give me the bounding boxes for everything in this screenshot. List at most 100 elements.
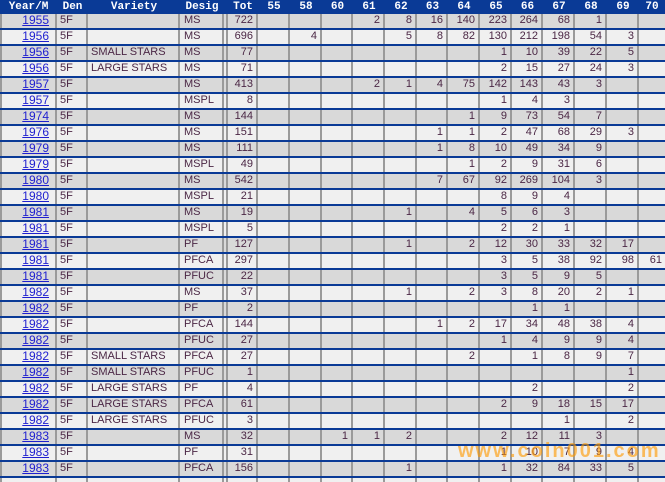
table-row: 1983 5F PF 31 1 10 7 9 4 — [0, 446, 665, 462]
desig-cell: MS — [180, 142, 224, 156]
variety-cell — [88, 318, 180, 332]
grade-64-cell: 82 — [448, 30, 480, 44]
grade-70-cell — [639, 222, 665, 236]
year-link[interactable]: 1980 — [22, 174, 49, 187]
grade-65-cell: 17 — [480, 318, 512, 332]
grade-55-cell — [258, 302, 290, 316]
grade-67-cell: 68 — [543, 14, 575, 28]
year-link[interactable]: 1982 — [22, 302, 49, 315]
den-cell: 5F — [57, 414, 88, 428]
grade-60-cell — [322, 126, 353, 140]
grade-64-cell — [448, 254, 480, 268]
grade-66-cell: 10 — [512, 46, 543, 60]
variety-cell — [88, 302, 180, 316]
year-link[interactable]: 1980 — [22, 190, 49, 203]
year-link[interactable]: 1957 — [22, 94, 49, 107]
year-link[interactable]: 1982 — [22, 382, 49, 395]
grade-70-cell — [639, 430, 665, 444]
year-cell: 1957 — [0, 94, 57, 108]
grade-64-cell: 75 — [448, 78, 480, 92]
variety-cell — [88, 174, 180, 188]
double-rule-gap — [224, 318, 228, 332]
grade-68-cell: 15 — [575, 398, 607, 412]
desig-cell: MS — [180, 14, 224, 28]
grade-61-cell — [353, 462, 385, 476]
year-link[interactable]: 1979 — [22, 142, 49, 155]
grade-64-cell — [448, 302, 480, 316]
double-rule-gap — [224, 158, 228, 172]
year-link[interactable]: 1956 — [22, 30, 49, 43]
grade-66-cell: 73 — [512, 110, 543, 124]
year-link[interactable]: 1981 — [22, 270, 49, 283]
den-cell: 5F — [57, 350, 88, 364]
year-link[interactable]: 1956 — [22, 62, 49, 75]
year-link[interactable]: 1981 — [22, 238, 49, 251]
grade-70-cell — [639, 158, 665, 172]
year-link[interactable]: 1957 — [22, 78, 49, 91]
year-link[interactable]: 1979 — [22, 158, 49, 171]
grade-64-cell — [448, 462, 480, 476]
grade-67-cell — [543, 366, 575, 380]
year-link[interactable]: 1982 — [22, 366, 49, 379]
year-link[interactable]: 1981 — [22, 222, 49, 235]
table-row: 1981 5F PFCA 297 3 5 38 92 98 61 — [0, 254, 665, 270]
year-link[interactable]: 1955 — [22, 14, 49, 27]
table-row: 1981 5F MS 19 1 4 5 6 3 — [0, 206, 665, 222]
clipped-cell — [57, 478, 88, 482]
grade-62-cell — [385, 382, 417, 396]
grade-61-cell — [353, 30, 385, 44]
grade-62-cell: 1 — [385, 78, 417, 92]
grade-60-cell — [322, 222, 353, 236]
year-link[interactable]: 1982 — [22, 318, 49, 331]
grade-58-cell — [290, 142, 322, 156]
year-link[interactable]: 1981 — [22, 254, 49, 267]
grade-65-cell — [480, 366, 512, 380]
grade-58-cell — [290, 430, 322, 444]
variety-cell: LARGE STARS — [88, 62, 180, 76]
grade-66-cell — [512, 366, 543, 380]
den-cell: 5F — [57, 78, 88, 92]
variety-cell — [88, 78, 180, 92]
year-link[interactable]: 1983 — [22, 430, 49, 443]
grade-63-cell — [417, 398, 448, 412]
den-cell: 5F — [57, 334, 88, 348]
grade-62-cell — [385, 302, 417, 316]
grade-58-cell — [290, 366, 322, 380]
grade-61-cell — [353, 366, 385, 380]
year-link[interactable]: 1956 — [22, 46, 49, 59]
table-row: 1982 5F MS 37 1 2 3 8 20 2 1 — [0, 286, 665, 302]
year-link[interactable]: 1976 — [22, 126, 49, 139]
desig-cell: MSPL — [180, 190, 224, 204]
grade-55-cell — [258, 462, 290, 476]
year-cell: 1956 — [0, 62, 57, 76]
grade-61-cell — [353, 158, 385, 172]
year-link[interactable]: 1982 — [22, 286, 49, 299]
year-link[interactable]: 1983 — [22, 446, 49, 459]
grade-62-cell — [385, 94, 417, 108]
grade-64-cell: 2 — [448, 350, 480, 364]
year-link[interactable]: 1982 — [22, 398, 49, 411]
header-cell-60: 60 — [330, 1, 345, 13]
grade-55-cell — [258, 158, 290, 172]
year-link[interactable]: 1974 — [22, 110, 49, 123]
grade-64-cell: 1 — [448, 110, 480, 124]
tot-cell: 37 — [228, 286, 258, 300]
grade-70-cell — [639, 462, 665, 476]
grade-61-cell — [353, 126, 385, 140]
year-link[interactable]: 1982 — [22, 334, 49, 347]
grade-64-cell: 1 — [448, 158, 480, 172]
grade-62-cell — [385, 318, 417, 332]
grade-68-cell — [575, 190, 607, 204]
desig-cell: PFUC — [180, 366, 224, 380]
table-row: 1979 5F MS 111 1 8 10 49 34 9 — [0, 142, 665, 158]
year-link[interactable]: 1983 — [22, 462, 49, 475]
table-row: 1956 5F MS 696 4 5 8 82 130 212 198 54 3 — [0, 30, 665, 46]
grade-61-cell — [353, 270, 385, 284]
table-row: 1979 5F MSPL 49 1 2 9 31 6 — [0, 158, 665, 174]
year-link[interactable]: 1982 — [22, 350, 49, 363]
double-rule-gap — [224, 398, 228, 412]
desig-cell: PFCA — [180, 398, 224, 412]
grade-68-cell: 33 — [575, 462, 607, 476]
year-link[interactable]: 1982 — [22, 414, 49, 427]
year-link[interactable]: 1981 — [22, 206, 49, 219]
